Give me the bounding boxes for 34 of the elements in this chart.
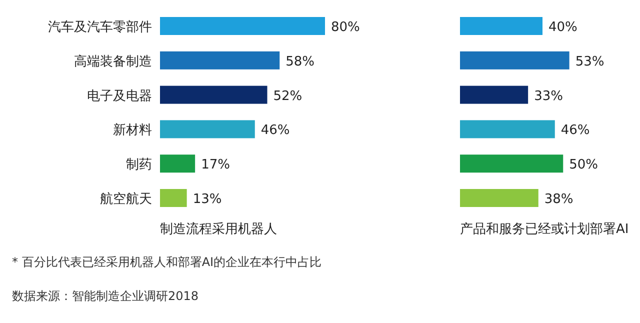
- data-label: 53%: [575, 54, 604, 70]
- bar: [160, 189, 187, 207]
- bar: [160, 86, 268, 104]
- data-label: 52%: [273, 88, 302, 104]
- data-label: 46%: [260, 123, 290, 138]
- x-axis-title: 产品和服务已经或计划部署AI: [460, 222, 629, 237]
- y-tick-label: 制药: [126, 158, 152, 173]
- bar: [160, 120, 255, 138]
- data-label: 80%: [331, 20, 360, 35]
- bar: [460, 86, 528, 104]
- bar: [460, 189, 538, 207]
- data-label: 17%: [201, 158, 230, 173]
- y-tick-label: 汽车及汽车零部件: [48, 20, 152, 35]
- source-note: 数据来源：智能制造企业调研2018: [12, 289, 199, 303]
- data-label: 13%: [192, 192, 222, 207]
- bar: [460, 17, 542, 35]
- data-label: 40%: [548, 20, 578, 35]
- data-label: 38%: [544, 192, 574, 207]
- data-label: 46%: [560, 123, 590, 138]
- bar: [460, 154, 564, 173]
- y-tick-label: 新材料: [113, 123, 152, 138]
- y-tick-label: 高端装备制造: [74, 53, 152, 70]
- bar: [160, 17, 325, 35]
- data-label: 58%: [286, 54, 315, 70]
- text: * 百分比代表已经采用机器人和部署AI的企业在本行中占比: [12, 255, 322, 269]
- bar: [160, 154, 196, 173]
- bar: [460, 120, 555, 138]
- bar: [160, 51, 280, 70]
- x-axis-title: 制造流程采用机器人: [160, 221, 277, 237]
- data-label: 50%: [569, 158, 598, 173]
- data-label: 33%: [534, 88, 563, 104]
- bar: [460, 51, 570, 70]
- y-tick-label: 电子及电器: [87, 88, 152, 104]
- y-tick-label: 航空航天: [100, 192, 152, 207]
